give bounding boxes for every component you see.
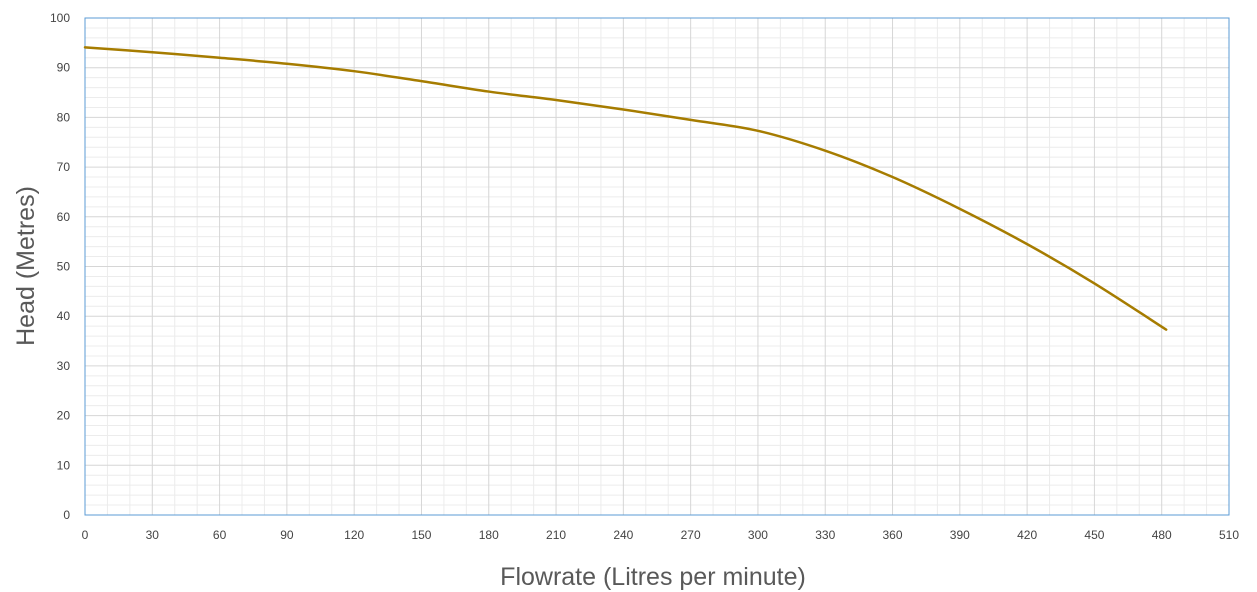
- x-tick-label: 300: [748, 528, 768, 542]
- series-layer: [83, 46, 1168, 331]
- x-tick-label: 510: [1219, 528, 1239, 542]
- y-tick-label: 10: [57, 458, 71, 472]
- x-tick-label: 420: [1017, 528, 1037, 542]
- x-tick-label: 30: [146, 528, 160, 542]
- x-tick-label: 90: [280, 528, 294, 542]
- y-tick-label: 60: [57, 210, 71, 224]
- x-tick-label: 240: [613, 528, 633, 542]
- x-tick-label: 0: [82, 528, 89, 542]
- y-tick-label: 100: [50, 11, 70, 25]
- y-tick-label: 90: [57, 61, 71, 75]
- x-tick-label: 450: [1084, 528, 1104, 542]
- x-tick-label: 480: [1152, 528, 1172, 542]
- x-tick-label: 270: [681, 528, 701, 542]
- x-axis-tick-labels: 0 30 60 90 120 150 180 210 240 270 300 330 360 390 420…: [82, 528, 1240, 542]
- x-tick-label: 150: [411, 528, 431, 542]
- x-tick-label: 60: [213, 528, 227, 542]
- y-tick-label: 70: [57, 160, 71, 174]
- plot-area-frame: [84, 17, 1230, 516]
- y-axis-tick-labels: 0 10 20 30 40 50 60 70 80 90 100: [50, 11, 70, 522]
- y-tick-label: 30: [57, 359, 71, 373]
- x-tick-label: 120: [344, 528, 364, 542]
- x-tick-label: 210: [546, 528, 566, 542]
- x-tick-label: 330: [815, 528, 835, 542]
- y-tick-label: 0: [63, 508, 70, 522]
- major-gridlines: [84, 17, 1230, 516]
- y-tick-label: 50: [57, 260, 71, 274]
- head-curve-line: [83, 46, 1168, 331]
- x-axis-title: Flowrate (Litres per minute): [500, 563, 806, 591]
- y-tick-label: 20: [57, 409, 71, 423]
- y-axis-title: Head (Metres): [12, 186, 40, 346]
- y-tick-label: 40: [57, 309, 71, 323]
- y-tick-label: 80: [57, 110, 71, 124]
- x-tick-label: 180: [479, 528, 499, 542]
- x-tick-label: 390: [950, 528, 970, 542]
- x-tick-label: 360: [883, 528, 903, 542]
